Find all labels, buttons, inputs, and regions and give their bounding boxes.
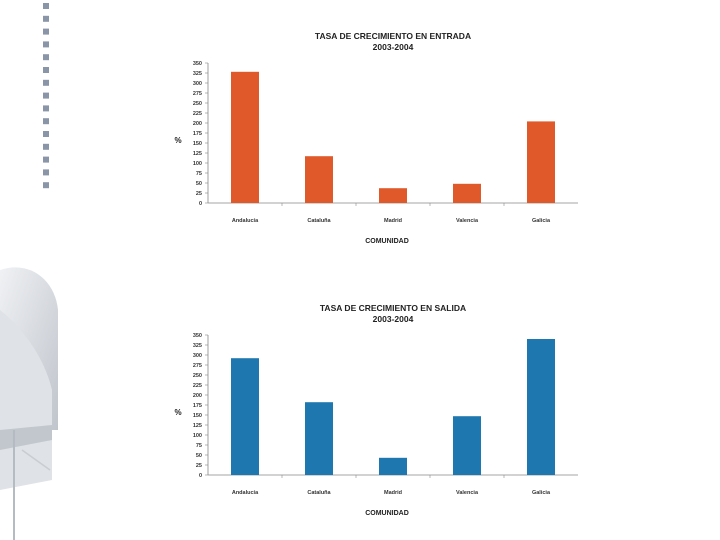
y-tick-label: 275	[193, 91, 202, 97]
y-tick-label: 350	[193, 61, 202, 67]
x-tick-label: Andalucía	[232, 218, 259, 224]
y-tick-label: 200	[193, 393, 202, 399]
y-tick-label: 100	[193, 161, 202, 167]
y-tick-label: 350	[193, 333, 202, 339]
decorative-square	[43, 118, 49, 125]
decorative-square-column	[43, 3, 49, 189]
x-tick-label: Cataluña	[307, 490, 331, 496]
x-axis-label: COMUNIDAD	[365, 238, 409, 245]
y-tick-label: 275	[193, 363, 202, 369]
decorative-square	[43, 105, 49, 112]
y-tick-label: 150	[193, 141, 202, 147]
decorative-square	[43, 182, 49, 189]
y-tick-label: 325	[193, 71, 202, 77]
bar	[453, 416, 481, 475]
decorative-square	[43, 143, 49, 150]
x-axis-label: COMUNIDAD	[365, 510, 409, 517]
decorative-square	[43, 156, 49, 163]
decorative-square	[43, 79, 49, 86]
decorative-square	[43, 67, 49, 73]
x-tick-label: Valencia	[456, 218, 479, 224]
decorative-square	[43, 15, 49, 22]
x-tick-label: Galicia	[532, 218, 551, 224]
y-tick-label: 100	[193, 433, 202, 439]
decorative-square	[43, 3, 49, 9]
y-tick-label: 225	[193, 111, 202, 117]
decorative-square	[43, 28, 49, 35]
y-tick-label: 50	[196, 453, 202, 459]
decorative-square	[43, 169, 49, 176]
y-tick-label: 25	[196, 463, 202, 469]
y-tick-label: 150	[193, 413, 202, 419]
bar	[231, 358, 259, 475]
bar	[379, 457, 407, 475]
plot-area: 0 25 50 75 100 125 150 175 200 225 250 275 300 325 350…	[193, 61, 578, 224]
x-tick-label: Galicia	[532, 490, 551, 496]
chart-title: TASA DE CRECIMIENTO EN ENTRADA	[315, 31, 471, 41]
y-tick-label: 200	[193, 121, 202, 127]
y-tick-label: 125	[193, 423, 202, 429]
bar	[231, 71, 259, 203]
chart-subtitle: 2003-2004	[373, 42, 414, 52]
bar	[453, 183, 481, 203]
entry-growth-chart: TASA DE CRECIMIENTO EN ENTRADA 2003-2004…	[150, 25, 610, 265]
decorative-background-graphic	[0, 267, 58, 540]
x-tick-label: Andalucía	[232, 490, 259, 496]
y-axis-label: %	[174, 136, 181, 145]
y-tick-label: 175	[193, 131, 202, 137]
y-tick-label: 300	[193, 353, 202, 359]
y-tick-label: 175	[193, 403, 202, 409]
y-tick-label: 325	[193, 343, 202, 349]
y-tick-label: 0	[199, 201, 202, 207]
y-axis-label: %	[174, 408, 181, 417]
chart-subtitle: 2003-2004	[373, 314, 414, 324]
bar	[305, 156, 333, 203]
y-tick-label: 50	[196, 181, 202, 187]
y-tick-label: 300	[193, 81, 202, 87]
bar	[379, 188, 407, 203]
y-tick-label: 250	[193, 101, 202, 107]
bar	[527, 121, 555, 203]
y-tick-label: 225	[193, 383, 202, 389]
decorative-square	[43, 41, 49, 48]
bar	[527, 339, 555, 475]
y-tick-label: 75	[196, 171, 202, 177]
y-tick-label: 125	[193, 151, 202, 157]
decorative-square	[43, 54, 49, 61]
bar	[305, 402, 333, 475]
x-tick-label: Cataluña	[307, 218, 331, 224]
x-tick-label: Valencia	[456, 490, 479, 496]
y-tick-label: 250	[193, 373, 202, 379]
decorative-square	[43, 131, 49, 137]
exit-growth-chart: TASA DE CRECIMIENTO EN SALIDA 2003-2004 …	[150, 297, 610, 537]
chart-title: TASA DE CRECIMIENTO EN SALIDA	[320, 303, 466, 313]
y-tick-label: 0	[199, 473, 202, 479]
decorative-square	[43, 92, 49, 99]
y-tick-label: 25	[196, 191, 202, 197]
y-tick-label: 75	[196, 443, 202, 449]
plot-area: 0 25 50 75 100 125 150 175 200 225 250 275 300 325 350…	[193, 333, 578, 496]
x-tick-label: Madrid	[384, 218, 402, 224]
x-tick-label: Madrid	[384, 490, 402, 496]
